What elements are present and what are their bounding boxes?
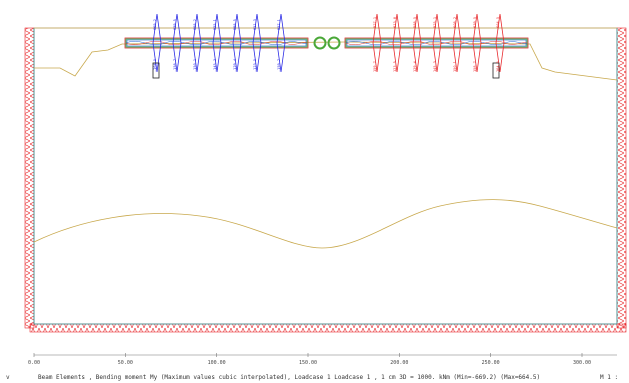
moment-spike (472, 13, 482, 73)
left-moment-spikes (152, 13, 286, 73)
moment-value-label: 129.4 (413, 61, 417, 72)
right-moment-spikes (372, 13, 505, 73)
moment-value-label: -164.5 (153, 59, 157, 72)
moment-value-label: -129.4 (233, 59, 237, 72)
connector-rings (313, 36, 341, 50)
status-corner-mark: v (6, 374, 10, 381)
moment-value-label: 164.5 (496, 61, 500, 72)
left-marker-box (152, 62, 160, 79)
moment-value-label: 158.7 (473, 61, 477, 72)
moment-spike (252, 13, 262, 73)
status-description: Beam Elements , Bending moment My (Maxim… (38, 374, 541, 381)
moment-value-label: 159.7 (373, 61, 377, 72)
moment-value-label: -613.8 (393, 17, 397, 30)
moment-value-label: -145.3 (213, 59, 217, 72)
x-tick-label: 300.00 (573, 360, 591, 366)
moment-value-label: -608.2 (453, 17, 457, 30)
soil-layer-line-upper (34, 41, 618, 81)
moment-spike (432, 13, 442, 73)
moment-value-label: -639.5 (473, 17, 477, 30)
domain-frame (33, 27, 618, 325)
moment-spike (212, 13, 222, 73)
soil-layer-line-lower (33, 199, 618, 249)
moment-value-labels: 669.2 -164.5 639.5 -158.7 608.2 -150.1 525.1 -1… (153, 17, 500, 72)
moment-value-label: 150.1 (453, 61, 457, 72)
moment-spike (152, 13, 162, 73)
x-tick-label: 150.00 (299, 360, 317, 366)
x-tick-label: 250.00 (482, 360, 500, 366)
status-scale-mark: M 1 : (600, 374, 619, 381)
moment-spike (172, 13, 182, 73)
x-tick-label: 0.00 (28, 360, 40, 366)
moment-value-label: -123.5 (253, 59, 257, 72)
x-axis-ticks: 0.00 50.00 100.00 150.00 200.00 250.00 300.00 (28, 353, 591, 366)
moment-value-label: 527.1 (277, 19, 281, 30)
moment-value-label: 639.5 (173, 19, 177, 30)
right-marker-box (492, 62, 500, 79)
x-tick-label: 50.00 (118, 360, 133, 366)
moment-value-label: 123.5 (393, 61, 397, 72)
moment-value-label: 588.5 (233, 19, 237, 30)
right-boundary-support (616, 27, 627, 329)
x-tick-label: 200.00 (390, 360, 408, 366)
moment-value-label: -527.1 (373, 17, 377, 30)
moment-spike (412, 13, 422, 73)
moment-spike (452, 13, 462, 73)
left-beam-group (124, 37, 309, 49)
x-tick-label: 100.00 (208, 360, 226, 366)
left-boundary-support (24, 27, 35, 329)
moment-value-label: -159.7 (277, 59, 281, 72)
moment-value-label: 145.3 (433, 61, 437, 72)
moment-value-label: 608.2 (193, 19, 197, 30)
moment-value-label: 611.3 (253, 19, 257, 30)
moment-value-label: -588.5 (413, 17, 417, 30)
moment-value-label: 525.1 (213, 19, 217, 30)
moment-spike (495, 13, 505, 73)
moment-value-label: -150.1 (193, 59, 197, 72)
moment-value-label: 669.2 (153, 19, 157, 30)
moment-spike (232, 13, 242, 73)
status-bar: v Beam Elements , Bending moment My (Max… (0, 372, 629, 383)
moment-spike (372, 13, 382, 73)
moment-spike (192, 13, 202, 73)
moment-spike (392, 13, 402, 73)
moment-value-label: -158.7 (173, 59, 177, 72)
right-beam-group (344, 37, 529, 49)
structure-drawing: 669.2 -164.5 639.5 -158.7 608.2 -150.1 525.1 -1… (24, 13, 627, 366)
bottom-boundary-support (29, 323, 627, 333)
moment-value-label: -664.5 (496, 17, 500, 30)
moment-value-label: -525.1 (433, 17, 437, 30)
moment-spike (276, 13, 286, 73)
